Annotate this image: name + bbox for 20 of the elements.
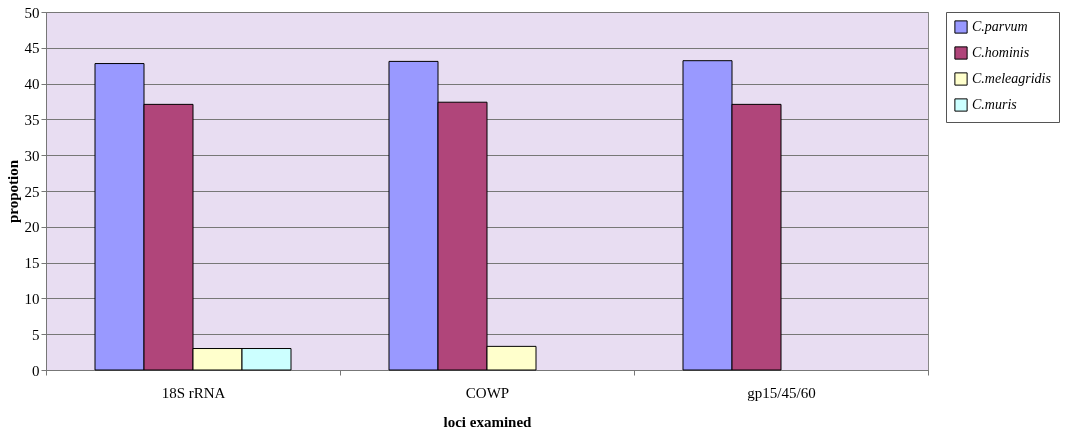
y-tick-label: 30 (24, 147, 40, 164)
y-tick-label: 35 (24, 111, 40, 128)
y-axis-title: propotion (4, 159, 21, 224)
legend-label: C.parvum (972, 19, 1028, 34)
y-tick-label: 25 (24, 183, 40, 200)
y-tick-label: 15 (24, 255, 40, 272)
y-tick-label: 50 (24, 4, 40, 21)
legend-label: C.hominis (972, 45, 1030, 60)
legend-label: C.muris (972, 97, 1018, 112)
x-tick-label: gp15/45/60 (747, 384, 816, 401)
y-tick-label: 5 (32, 326, 40, 343)
x-tick-label: COWP (465, 384, 510, 401)
y-tick-label: 40 (24, 76, 40, 93)
y-tick-label: 0 (32, 362, 40, 379)
x-tick-label: 18S rRNA (161, 384, 226, 401)
y-tick-label: 45 (24, 40, 40, 57)
y-tick-label: 20 (24, 219, 40, 236)
legend-label: C.meleagridis (972, 71, 1052, 86)
x-axis-title: loci examined (443, 413, 533, 430)
y-tick-label: 10 (24, 290, 40, 307)
